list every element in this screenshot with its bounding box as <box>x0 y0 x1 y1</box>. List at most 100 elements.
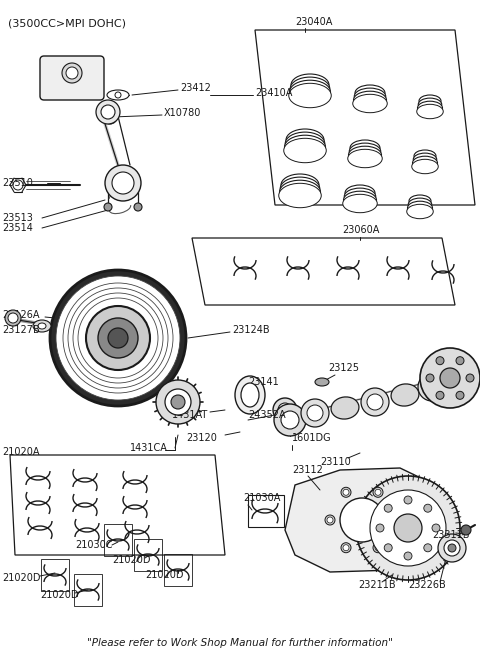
Text: 21020D: 21020D <box>145 570 183 580</box>
Circle shape <box>62 63 82 83</box>
FancyBboxPatch shape <box>40 56 104 100</box>
Circle shape <box>103 110 117 124</box>
Circle shape <box>420 348 480 408</box>
Ellipse shape <box>281 174 319 196</box>
Circle shape <box>424 379 440 395</box>
Ellipse shape <box>331 397 359 419</box>
Circle shape <box>96 100 120 124</box>
Ellipse shape <box>115 92 121 98</box>
Ellipse shape <box>412 159 438 174</box>
Circle shape <box>440 368 460 388</box>
Ellipse shape <box>289 80 331 103</box>
Ellipse shape <box>280 177 320 200</box>
Circle shape <box>404 552 412 560</box>
Ellipse shape <box>235 376 265 414</box>
Circle shape <box>165 389 191 415</box>
Ellipse shape <box>285 135 325 159</box>
Circle shape <box>273 398 297 422</box>
Ellipse shape <box>107 90 129 100</box>
Circle shape <box>68 288 168 388</box>
Text: 21030A: 21030A <box>243 493 280 503</box>
Ellipse shape <box>279 183 321 208</box>
Circle shape <box>78 298 158 378</box>
Circle shape <box>112 172 134 194</box>
Bar <box>41 559 69 591</box>
Circle shape <box>466 374 474 382</box>
Ellipse shape <box>284 138 326 162</box>
Text: 23510: 23510 <box>2 178 33 188</box>
Circle shape <box>8 313 18 323</box>
Text: (3500CC>MPI DOHC): (3500CC>MPI DOHC) <box>8 18 126 28</box>
Ellipse shape <box>349 143 381 160</box>
Ellipse shape <box>345 185 375 201</box>
Circle shape <box>13 180 23 190</box>
Circle shape <box>384 544 392 552</box>
Circle shape <box>373 487 383 497</box>
Circle shape <box>56 276 180 400</box>
Text: 23211B: 23211B <box>358 580 396 590</box>
Circle shape <box>325 515 335 525</box>
Text: 23126A: 23126A <box>2 310 39 320</box>
Circle shape <box>448 544 456 552</box>
Ellipse shape <box>315 378 329 386</box>
Ellipse shape <box>343 195 377 213</box>
Circle shape <box>104 203 112 211</box>
Ellipse shape <box>289 83 331 107</box>
Circle shape <box>389 515 399 525</box>
Text: 23110: 23110 <box>320 457 351 467</box>
Polygon shape <box>255 30 475 205</box>
Text: 23311B: 23311B <box>432 530 469 540</box>
Ellipse shape <box>291 74 329 96</box>
Polygon shape <box>192 238 455 305</box>
Text: 23141: 23141 <box>248 377 279 387</box>
Ellipse shape <box>418 102 443 115</box>
Text: 23120: 23120 <box>186 433 217 443</box>
Ellipse shape <box>355 85 385 101</box>
Text: 23040A: 23040A <box>295 17 332 27</box>
Ellipse shape <box>290 77 330 100</box>
Ellipse shape <box>412 156 437 170</box>
Ellipse shape <box>279 180 321 204</box>
Text: 23060A: 23060A <box>342 225 379 235</box>
Circle shape <box>274 404 306 436</box>
Text: 21020D: 21020D <box>2 573 40 583</box>
Text: 23124B: 23124B <box>232 325 270 335</box>
Circle shape <box>375 545 381 551</box>
Circle shape <box>436 391 444 400</box>
Ellipse shape <box>407 204 433 219</box>
Circle shape <box>340 498 384 542</box>
Circle shape <box>301 399 329 427</box>
Text: 23226B: 23226B <box>408 580 446 590</box>
Ellipse shape <box>414 150 436 162</box>
Circle shape <box>60 280 176 396</box>
Circle shape <box>436 357 444 365</box>
Ellipse shape <box>350 140 380 156</box>
Circle shape <box>444 540 460 556</box>
Text: 21020D: 21020D <box>40 590 79 600</box>
Circle shape <box>63 283 173 393</box>
Bar <box>248 495 284 527</box>
Circle shape <box>343 545 349 551</box>
Ellipse shape <box>33 320 51 332</box>
Circle shape <box>73 293 163 383</box>
Circle shape <box>341 487 351 497</box>
Ellipse shape <box>344 191 376 209</box>
Polygon shape <box>285 468 430 572</box>
Circle shape <box>375 489 381 495</box>
Text: 21030C: 21030C <box>75 540 112 550</box>
Circle shape <box>5 310 21 326</box>
Text: 23410A: 23410A <box>255 88 292 98</box>
Bar <box>134 539 162 571</box>
Ellipse shape <box>408 201 432 215</box>
Text: X10780: X10780 <box>164 108 202 118</box>
Circle shape <box>361 388 389 416</box>
Circle shape <box>86 306 150 370</box>
Polygon shape <box>10 455 225 555</box>
Circle shape <box>356 476 460 580</box>
Ellipse shape <box>409 195 431 207</box>
Text: "Please refer to Work Shop Manual for further information": "Please refer to Work Shop Manual for fu… <box>87 638 393 648</box>
Circle shape <box>432 524 440 532</box>
Circle shape <box>391 517 397 523</box>
Circle shape <box>456 391 464 400</box>
Circle shape <box>394 514 422 542</box>
